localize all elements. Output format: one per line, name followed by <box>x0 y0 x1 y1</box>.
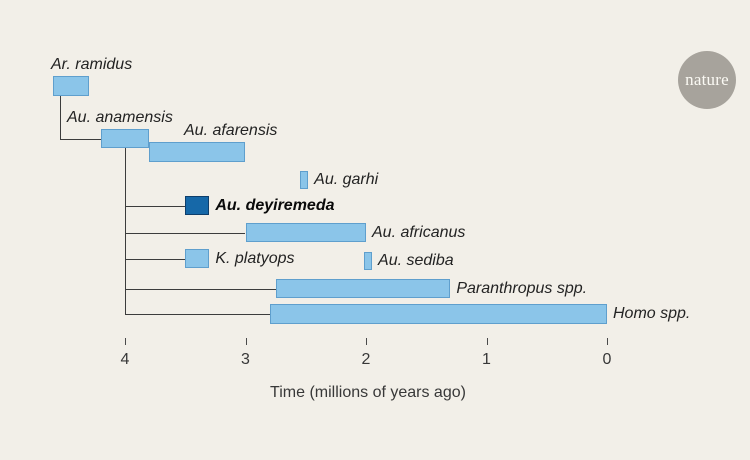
species-bar-au-afarensis <box>149 142 246 162</box>
tree-branch-9 <box>124 314 270 315</box>
axis-tick-label-2: 2 <box>361 351 371 368</box>
axis-tick-3 <box>245 338 247 345</box>
species-bar-au-africanus <box>245 223 366 242</box>
nature-logo-text: nature <box>685 70 729 89</box>
species-label-1: Au. anamensis <box>67 109 173 126</box>
axis-tick-1 <box>486 338 488 345</box>
species-label-7: Au. sediba <box>378 252 454 269</box>
species-bar-au-garhi <box>299 171 309 189</box>
axis-tick-0 <box>607 338 608 345</box>
species-label-6: K. platyops <box>215 249 295 267</box>
species-label-5: Au. africanus <box>372 223 466 241</box>
species-label-9: Homo spp. <box>613 305 691 322</box>
tree-branch-4 <box>124 205 186 207</box>
tree-trunk <box>124 148 126 314</box>
species-bar-au-deyiremeda <box>185 196 210 215</box>
axis-tick-label-0: 0 <box>602 351 612 368</box>
species-bar-paranthropus-spp- <box>275 279 451 298</box>
tree-branch-8 <box>124 288 276 290</box>
axis-tick-2 <box>366 338 367 345</box>
species-bar-k-platyops <box>185 249 210 268</box>
species-bar-ar-ramidus <box>52 76 89 96</box>
species-label-4: Au. deyiremeda <box>215 196 335 214</box>
axis-tick-4 <box>125 338 126 345</box>
axis-tick-label-1: 1 <box>482 351 491 368</box>
species-label-0: Ar. ramidus <box>51 56 133 73</box>
axis-tick-label-3: 3 <box>241 351 250 368</box>
tree-stem-ramidus <box>59 96 61 139</box>
species-bar-au-sediba <box>363 252 372 270</box>
species-bar-homo-spp- <box>269 304 607 324</box>
species-bar-au-anamensis <box>100 129 150 148</box>
axis-tick-label-4: 4 <box>120 351 130 368</box>
nature-logo: nature <box>678 51 736 109</box>
species-label-8: Paranthropus spp. <box>456 279 588 297</box>
tree-branch-5 <box>124 232 246 234</box>
species-label-3: Au. garhi <box>314 171 379 188</box>
x-axis-title: Time (millions of years ago) <box>270 384 466 401</box>
species-label-2: Au. afarensis <box>184 122 278 139</box>
tree-branch-anamensis <box>59 138 101 140</box>
tree-branch-6 <box>124 258 186 260</box>
